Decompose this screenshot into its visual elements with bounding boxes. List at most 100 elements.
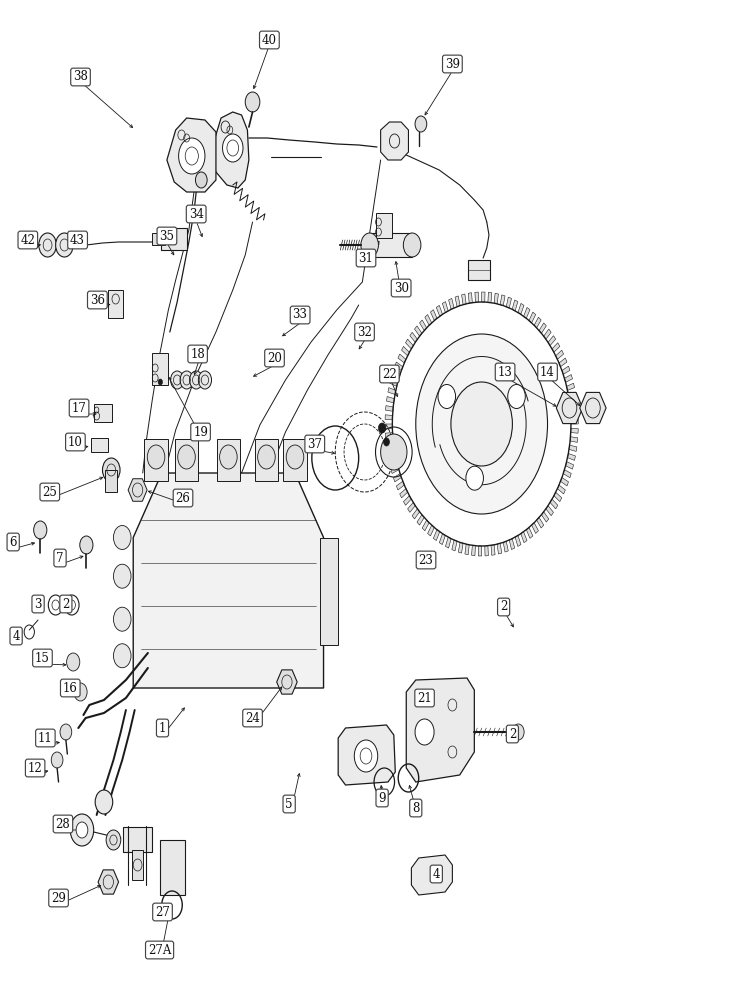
Text: 29: 29 [51,892,66,904]
Bar [175,439,198,481]
Text: 15: 15 [35,652,50,664]
Polygon shape [389,458,397,465]
Polygon shape [571,419,578,424]
Text: 4: 4 [12,630,20,643]
Circle shape [178,445,195,469]
Polygon shape [567,383,575,390]
Polygon shape [568,392,576,399]
Polygon shape [406,339,414,349]
Polygon shape [385,424,392,429]
Polygon shape [128,479,147,501]
Text: 3: 3 [34,597,42,610]
Text: 26: 26 [176,491,190,504]
Text: 43: 43 [70,233,85,246]
Circle shape [466,466,483,490]
Polygon shape [414,326,422,336]
Polygon shape [556,350,564,359]
Text: 24: 24 [245,712,260,724]
Circle shape [416,334,548,514]
Circle shape [56,233,73,257]
Circle shape [415,719,434,745]
Polygon shape [417,515,425,525]
Polygon shape [419,320,427,331]
Text: 11: 11 [38,732,53,744]
Circle shape [384,438,389,446]
Polygon shape [412,509,419,519]
Text: 1: 1 [159,722,166,734]
Polygon shape [570,410,578,415]
Polygon shape [529,312,536,323]
Circle shape [70,814,94,846]
Circle shape [223,134,243,162]
Polygon shape [523,307,530,318]
Circle shape [102,458,120,482]
Polygon shape [411,855,452,895]
Circle shape [113,526,131,550]
Text: 35: 35 [160,230,174,242]
Circle shape [51,752,63,768]
Polygon shape [504,541,508,552]
Circle shape [180,371,193,389]
Text: 14: 14 [540,365,555,378]
Bar [123,827,152,852]
Polygon shape [403,496,411,505]
Circle shape [76,822,88,838]
Text: 9: 9 [378,792,386,804]
Polygon shape [534,317,541,328]
Polygon shape [559,358,567,367]
Text: 4: 4 [433,867,440,880]
Circle shape [39,233,56,257]
Polygon shape [563,470,571,478]
Polygon shape [500,295,505,306]
Text: 25: 25 [42,486,57,498]
Polygon shape [494,293,498,304]
Polygon shape [570,437,578,442]
Polygon shape [520,532,527,543]
Text: 34: 34 [189,208,203,221]
Polygon shape [485,546,488,556]
Polygon shape [526,527,533,538]
Text: 12: 12 [28,762,42,774]
Circle shape [34,521,47,539]
Polygon shape [569,445,577,451]
Text: 38: 38 [73,70,88,84]
Polygon shape [436,305,443,316]
Polygon shape [385,415,392,420]
Polygon shape [385,433,393,438]
Text: 2: 2 [500,600,507,613]
Bar [320,538,338,645]
Circle shape [258,445,275,469]
Bar [370,233,412,257]
Polygon shape [387,449,395,456]
Polygon shape [167,118,216,192]
Circle shape [378,423,386,433]
Polygon shape [98,870,119,894]
Bar [152,353,168,385]
Polygon shape [557,485,565,494]
Bar [144,439,168,481]
Circle shape [60,724,72,740]
Polygon shape [402,346,409,356]
Polygon shape [410,332,417,342]
Polygon shape [552,343,560,352]
Polygon shape [400,489,408,498]
Text: 19: 19 [193,426,208,438]
Polygon shape [455,296,460,307]
Polygon shape [391,466,399,473]
Circle shape [438,385,455,409]
Polygon shape [546,506,553,516]
Polygon shape [381,122,408,160]
Polygon shape [446,537,451,548]
Polygon shape [564,375,572,382]
Bar [105,470,117,492]
Polygon shape [427,525,434,536]
Polygon shape [566,462,574,469]
Bar [283,439,307,481]
Circle shape [512,724,524,740]
Bar [160,840,185,895]
Text: 32: 32 [357,326,372,338]
Text: 31: 31 [359,251,373,264]
Polygon shape [392,370,400,378]
Polygon shape [389,379,397,386]
Polygon shape [395,362,403,371]
